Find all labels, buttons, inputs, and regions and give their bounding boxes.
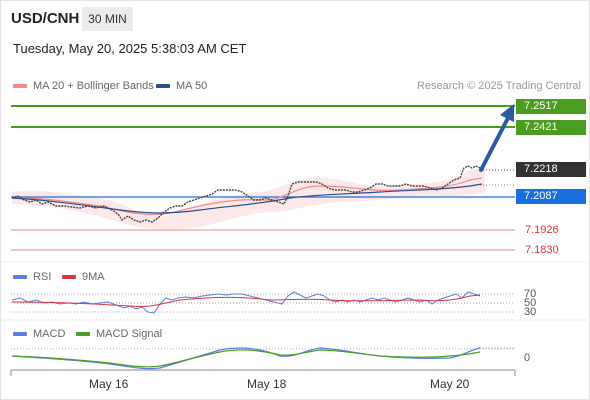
rsi-swatch [13, 275, 27, 279]
ma50-line [11, 183, 483, 214]
x-label-may16: May 16 [89, 377, 129, 391]
price-candles [11, 165, 481, 223]
timestamp: Tuesday, May 20, 2025 5:38:03 AM CET [13, 41, 247, 56]
bollinger-band [12, 168, 485, 230]
ma20-label: MA 20 + Bollinger Bands [33, 80, 154, 92]
legend-ma50: MA 50 [156, 80, 207, 92]
macd-signal-swatch [76, 332, 90, 336]
ma50-label: MA 50 [176, 80, 208, 92]
rsi-tick-70: 70 [524, 288, 537, 300]
price-tag-support-1: 7.1926 [525, 224, 559, 236]
rsi-ma-line [11, 294, 481, 307]
timeframe-button[interactable]: 30 MIN [82, 7, 133, 31]
rsi-ma-swatch [62, 275, 76, 279]
ma20-swatch [13, 84, 27, 88]
forecast-arrow-line [479, 116, 510, 172]
symbol-title: USD/CNH [11, 10, 80, 27]
ma50-swatch [156, 84, 170, 88]
macd-tick-zero: 0 [524, 352, 531, 364]
macd-signal-label: MACD Signal [96, 328, 163, 340]
rsi-ma-label: 9MA [82, 271, 105, 283]
rsi-label: RSI [33, 271, 52, 283]
macd-signal-line [11, 349, 481, 368]
macd-signal-legend: MACD Signal [76, 328, 162, 340]
price-tag-pivot: 7.2087 [516, 189, 586, 204]
research-credit: Research © 2025 Trading Central [416, 80, 581, 92]
rsi-line [11, 291, 481, 314]
price-tag-support-2: 7.1830 [525, 244, 559, 256]
x-label-may20: May 20 [430, 377, 470, 391]
forecast-arrow-head [500, 104, 514, 122]
ma20-line [11, 177, 483, 216]
price-tag-resistance-2: 7.2421 [516, 120, 586, 135]
rsi-legend: RSI [13, 271, 51, 283]
rsi-ma-legend: 9MA [62, 271, 105, 283]
macd-label: MACD [33, 328, 66, 340]
rsi-tick-30: 30 [524, 306, 537, 318]
x-label-may18: May 18 [247, 377, 287, 391]
macd-legend: MACD [13, 328, 65, 340]
header-bar: USD/CNH 30 MIN [0, 0, 590, 36]
macd-swatch [13, 332, 27, 336]
legend-ma20: MA 20 + Bollinger Bands [13, 80, 154, 92]
macd-line [11, 347, 481, 370]
rsi-tick-50: 50 [524, 297, 537, 309]
price-tag-resistance-1: 7.2517 [516, 99, 586, 114]
price-tag-last: 7.2218 [516, 162, 586, 177]
